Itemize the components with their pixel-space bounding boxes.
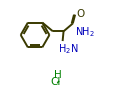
Text: H: H <box>54 70 62 80</box>
Text: NH$_2$: NH$_2$ <box>75 25 95 39</box>
Text: Cl: Cl <box>50 77 61 87</box>
Text: H$_2$N: H$_2$N <box>58 42 79 56</box>
Text: O: O <box>76 9 84 19</box>
